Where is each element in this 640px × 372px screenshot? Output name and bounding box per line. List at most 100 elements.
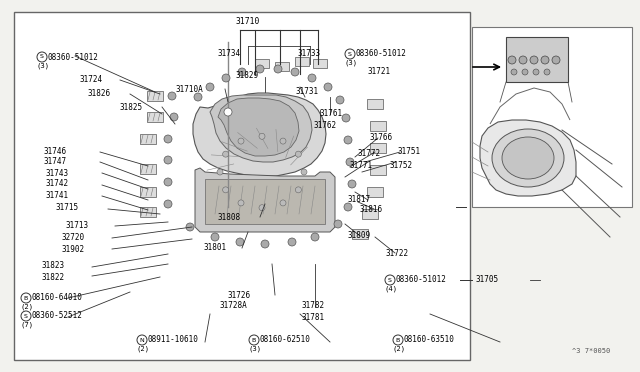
Text: 31747: 31747 xyxy=(43,157,66,167)
Text: (2): (2) xyxy=(393,346,406,352)
Polygon shape xyxy=(210,95,312,162)
Circle shape xyxy=(280,138,286,144)
FancyBboxPatch shape xyxy=(352,229,368,239)
Circle shape xyxy=(533,69,539,75)
Text: 31751: 31751 xyxy=(398,148,421,157)
Circle shape xyxy=(211,233,219,241)
Text: 08360-51012: 08360-51012 xyxy=(356,49,407,58)
Circle shape xyxy=(21,293,31,303)
Text: 08360-51012: 08360-51012 xyxy=(396,276,447,285)
Circle shape xyxy=(324,83,332,91)
Text: 31722: 31722 xyxy=(386,248,409,257)
FancyBboxPatch shape xyxy=(140,187,156,197)
Text: 31728A: 31728A xyxy=(220,301,248,311)
Text: 31829: 31829 xyxy=(235,71,258,80)
Circle shape xyxy=(291,68,299,76)
Text: 31809: 31809 xyxy=(348,231,371,241)
Circle shape xyxy=(334,220,342,228)
Circle shape xyxy=(296,187,301,193)
Circle shape xyxy=(346,158,354,166)
Circle shape xyxy=(280,200,286,206)
Circle shape xyxy=(288,238,296,246)
FancyBboxPatch shape xyxy=(255,59,269,68)
Text: 32720: 32720 xyxy=(62,234,85,243)
Text: (7): (7) xyxy=(21,322,34,328)
Text: 31742: 31742 xyxy=(46,180,69,189)
Text: 31772: 31772 xyxy=(358,150,381,158)
Text: 31766: 31766 xyxy=(370,132,393,141)
Circle shape xyxy=(222,74,230,82)
Text: 31710: 31710 xyxy=(236,16,260,26)
Polygon shape xyxy=(218,98,299,156)
Circle shape xyxy=(342,114,350,122)
FancyBboxPatch shape xyxy=(367,187,383,197)
FancyBboxPatch shape xyxy=(147,112,163,122)
Text: 08160-63510: 08160-63510 xyxy=(404,336,455,344)
Circle shape xyxy=(186,223,194,231)
Circle shape xyxy=(348,180,356,188)
Text: 31733: 31733 xyxy=(298,49,321,58)
Circle shape xyxy=(238,138,244,144)
Circle shape xyxy=(206,83,214,91)
Circle shape xyxy=(345,49,355,59)
Circle shape xyxy=(311,233,319,241)
Text: 31781: 31781 xyxy=(302,314,325,323)
FancyBboxPatch shape xyxy=(140,207,156,217)
Polygon shape xyxy=(195,168,335,232)
Bar xyxy=(472,27,632,207)
Circle shape xyxy=(308,74,316,82)
Circle shape xyxy=(236,238,244,246)
Circle shape xyxy=(224,108,232,116)
Circle shape xyxy=(168,92,176,100)
Text: 31741: 31741 xyxy=(46,190,69,199)
FancyBboxPatch shape xyxy=(140,134,156,144)
Text: S: S xyxy=(24,314,28,318)
FancyBboxPatch shape xyxy=(367,99,383,109)
Text: 31816: 31816 xyxy=(360,205,383,214)
Circle shape xyxy=(552,56,560,64)
Text: 31801: 31801 xyxy=(204,244,227,253)
Text: 31705: 31705 xyxy=(476,276,499,285)
Text: N: N xyxy=(140,337,145,343)
Circle shape xyxy=(170,113,178,121)
Circle shape xyxy=(238,68,246,76)
Text: 31822: 31822 xyxy=(42,273,65,282)
Text: S: S xyxy=(40,55,44,60)
Circle shape xyxy=(541,56,549,64)
Text: 31715: 31715 xyxy=(55,203,78,212)
Bar xyxy=(205,179,325,224)
Text: ^3 7*0050: ^3 7*0050 xyxy=(572,348,610,354)
Text: 31721: 31721 xyxy=(368,67,391,77)
FancyBboxPatch shape xyxy=(370,165,386,175)
FancyBboxPatch shape xyxy=(140,164,156,174)
Text: S: S xyxy=(348,51,352,57)
Text: 31743: 31743 xyxy=(46,169,69,177)
FancyBboxPatch shape xyxy=(370,143,386,153)
Text: 31902: 31902 xyxy=(62,246,85,254)
Circle shape xyxy=(249,335,259,345)
Text: 31825: 31825 xyxy=(120,103,143,112)
Circle shape xyxy=(37,52,47,62)
Circle shape xyxy=(344,203,352,211)
Circle shape xyxy=(137,335,147,345)
Circle shape xyxy=(336,96,344,104)
Circle shape xyxy=(301,169,307,175)
Circle shape xyxy=(508,56,516,64)
Text: (3): (3) xyxy=(37,63,50,69)
Circle shape xyxy=(259,205,265,211)
Ellipse shape xyxy=(502,137,554,179)
Text: 31808: 31808 xyxy=(218,212,241,221)
Text: B: B xyxy=(396,337,400,343)
Text: 08360-52512: 08360-52512 xyxy=(32,311,83,321)
Circle shape xyxy=(194,93,202,101)
Text: 08160-64010: 08160-64010 xyxy=(32,294,83,302)
Polygon shape xyxy=(480,120,576,196)
Text: 31731: 31731 xyxy=(295,87,318,96)
Text: (4): (4) xyxy=(385,286,398,292)
Circle shape xyxy=(385,275,395,285)
Text: S: S xyxy=(388,278,392,282)
Text: 31746: 31746 xyxy=(43,148,66,157)
Text: 31823: 31823 xyxy=(42,262,65,270)
Circle shape xyxy=(393,335,403,345)
Circle shape xyxy=(256,65,264,73)
